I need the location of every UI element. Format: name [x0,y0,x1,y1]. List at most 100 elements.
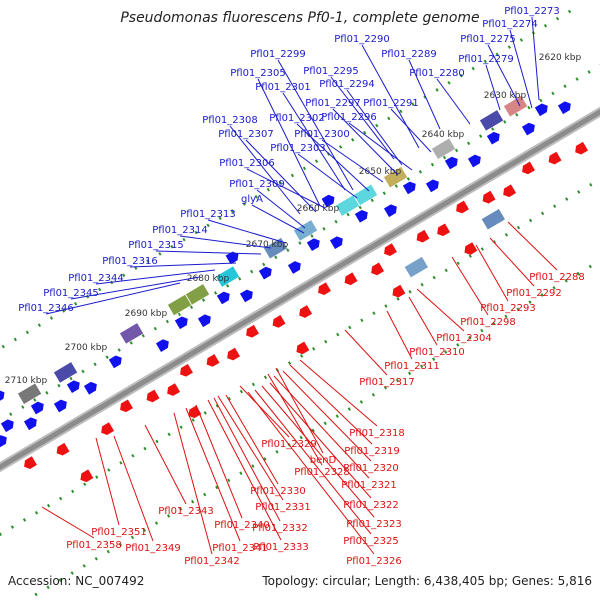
reverse-gene-leader-5 [408,296,438,346]
forward-gene-label-10: Pfl01_2296 [321,112,377,123]
feature-box-4 [215,266,240,287]
forward-gene-arrow-6-shape [83,381,97,395]
forward-gene-arrow-7 [108,355,122,369]
forward-gene-arrow-20-shape [425,179,439,193]
forward-gene-leader-7 [390,108,432,153]
forward-gene-label-11: Pfl01_2297 [305,98,361,109]
forward-gene-arrow-15 [306,238,320,252]
feature-box-13 [17,383,42,404]
reverse-gene-arrow-4 [146,389,160,403]
forward-gene-arrow-14 [287,261,301,274]
reverse-gene-label-18: Pfl01_2331 [255,502,311,513]
feature-box-3 [185,284,210,305]
forward-gene-arrow-10 [197,314,211,328]
forward-gene-arrow-13-shape [258,266,272,280]
forward-gene-arrow-17-shape [354,209,368,223]
forward-gene-arrow-26 [557,101,571,115]
reverse-gene-arrow-8 [227,347,241,361]
reverse-gene-leader-4 [416,288,465,332]
reverse-gene-leader-6 [386,310,413,360]
reverse-gene-label-24: Pfl01_2341 [212,543,268,554]
forward-gene-leader-13 [321,139,384,183]
reverse-gene-label-6: Pfl01_2311 [384,361,440,372]
reverse-gene-label-9: Pfl01_2319 [344,446,400,457]
reverse-gene-leader-10 [275,367,324,454]
reverse-gene-arrow-10-shape [272,315,286,328]
reverse-gene-arrow-5 [167,383,181,396]
forward-gene-arrow-26-shape [557,101,571,115]
reverse-gene-arrow-16 [416,229,430,243]
forward-gene-leader-10 [348,122,413,171]
outer-reverse-arrow-4 [464,242,478,255]
forward-gene-label-0: Pfl01_2273 [504,6,560,17]
forward-gene-arrow-16 [329,236,343,250]
reverse-gene-arrow-3-shape [120,399,133,413]
feature-box-9 [383,166,408,188]
forward-gene-label-27: Pfl01_2344 [68,273,124,284]
forward-gene-arrow-4-shape [53,399,67,413]
reverse-gene-label-4: Pfl01_2304 [436,333,492,344]
forward-gene-leader-24 [179,235,272,249]
reverse-gene-leader-11 [282,370,372,462]
reverse-gene-leader-24 [185,407,241,542]
reverse-gene-leader-13 [239,385,290,438]
forward-gene-leader-12 [277,59,354,191]
forward-gene-arrow-23 [486,131,500,145]
outer-forward-arrow-2 [321,194,335,208]
forward-gene-arrow-18-shape [383,204,397,218]
forward-gene-leader-4 [436,78,471,125]
forward-gene-label-3: Pfl01_2279 [458,54,514,65]
forward-gene-arrow-19 [402,181,416,195]
reverse-gene-leader-15 [269,382,372,499]
scale-track-1 [0,177,600,536]
forward-gene-label-29: Pfl01_2346 [18,303,74,314]
forward-gene-arrow-24-shape [521,122,535,136]
forward-gene-leader-6 [361,44,420,149]
forward-gene-arrow-12 [239,289,253,303]
outer-forward-arrow-1-shape [225,251,239,265]
forward-gene-leader-23 [207,219,287,244]
feature-box-6 [293,220,318,241]
reverse-gene-arrow-22 [548,151,562,165]
reverse-gene-label-26: Pfl01_2343 [158,506,214,517]
forward-gene-arrow-0-shape [0,435,7,448]
kbp-tick-label-6: 2680 kbp [187,274,230,284]
genome-summary-text: Topology: circular; Length: 6,438,405 bp… [262,574,592,588]
backbone [0,109,600,470]
forward-gene-arrow-15-shape [306,238,320,252]
forward-gene-arrow-24 [521,122,535,136]
reverse-gene-label-21: Pfl01_2332 [252,523,308,534]
forward-gene-label-21: Pfl01_2309 [229,179,285,190]
forward-gene-label-1: Pfl01_2274 [482,19,538,30]
reverse-gene-arrow-18-shape [456,200,469,214]
reverse-gene-arrow-13 [344,272,358,286]
reverse-gene-arrow-1-shape [56,442,70,456]
reverse-gene-arrow-12-shape [318,282,331,296]
feature-box-1 [119,323,144,344]
reverse-gene-leader-21 [213,397,281,522]
feature-box-10 [431,138,456,160]
forward-gene-arrow-5 [66,380,80,394]
forward-gene-label-24: Pfl01_2314 [152,225,208,236]
reverse-gene-arrow-1 [56,442,70,456]
forward-gene-arrow-4 [53,399,67,413]
reverse-gene-leader-23 [195,404,243,519]
reverse-gene-leader-29 [41,506,95,539]
forward-gene-arrow-23-shape [486,131,500,145]
reverse-gene-arrow-5-shape [167,383,181,396]
kbp-tick-label-0: 2620 kbp [539,53,582,63]
forward-gene-leader-27 [95,269,216,285]
reverse-gene-arrow-22-shape [548,151,562,165]
forward-gene-arrow-25 [534,103,548,117]
forward-gene-label-17: Pfl01_2305 [230,68,286,79]
reverse-gene-arrow-21-shape [522,161,535,175]
forward-gene-arrow-5-shape [66,380,80,394]
feature-box-6-rect [293,220,318,241]
forward-gene-label-6: Pfl01_2290 [334,34,390,45]
feature-box-1-rect [119,323,144,344]
forward-gene-arrow-20 [425,179,439,193]
forward-gene-arrow-6 [83,381,97,395]
kbp-tick-label-3: 2650 kbp [359,167,402,177]
forward-gene-arrow-11-shape [216,291,230,305]
